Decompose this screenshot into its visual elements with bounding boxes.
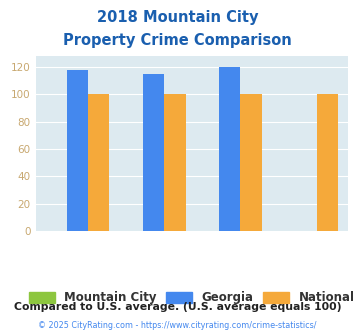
Text: 2018 Mountain City: 2018 Mountain City [97, 10, 258, 25]
Text: Compared to U.S. average. (U.S. average equals 100): Compared to U.S. average. (U.S. average … [14, 302, 341, 312]
Bar [143, 74, 164, 231]
Text: Property Crime Comparison: Property Crime Comparison [63, 33, 292, 48]
Bar [67, 70, 88, 231]
Text: © 2025 CityRating.com - https://www.cityrating.com/crime-statistics/: © 2025 CityRating.com - https://www.city… [38, 321, 317, 330]
Bar [88, 94, 109, 231]
Legend: Mountain City, Georgia, National: Mountain City, Georgia, National [24, 286, 355, 309]
Bar [317, 94, 338, 231]
Bar [240, 94, 262, 231]
Bar [164, 94, 186, 231]
Bar [219, 67, 240, 231]
